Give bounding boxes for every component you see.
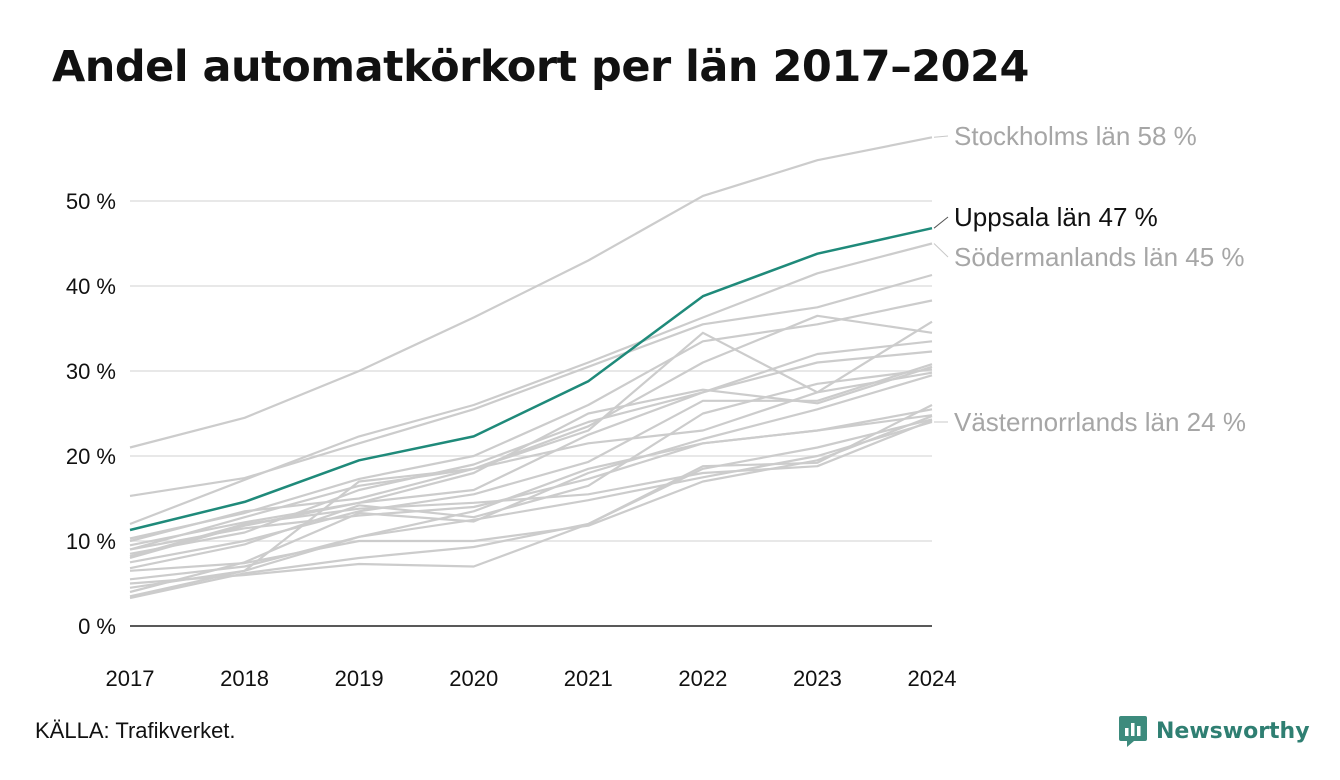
brand[interactable]: Newsworthy xyxy=(1118,714,1310,748)
series-line xyxy=(129,415,933,572)
series-line xyxy=(129,368,933,570)
y-tick-label: 0 % xyxy=(78,614,116,639)
series-line xyxy=(129,414,933,551)
newsworthy-logo-icon xyxy=(1119,716,1147,747)
series-direct-label: Västernorrlands län 24 % xyxy=(954,407,1246,437)
series-direct-label: Södermanlands län 45 % xyxy=(954,242,1245,272)
x-tick-label: 2023 xyxy=(793,666,842,691)
x-tick-label: 2022 xyxy=(678,666,727,691)
series-direct-label: Stockholms län 58 % xyxy=(954,121,1197,151)
series-line xyxy=(129,350,933,547)
brand-name: Newsworthy xyxy=(1156,718,1310,744)
x-tick-label: 2017 xyxy=(106,666,155,691)
label-leader-line xyxy=(933,243,949,258)
series-line-highlight xyxy=(129,226,933,532)
y-axis-tick-labels: 0 % 10 % 20 % 30 % 40 % 50 % xyxy=(66,189,116,639)
series-line xyxy=(129,320,933,551)
y-tick-label: 50 % xyxy=(66,189,116,214)
x-tick-label: 2024 xyxy=(908,666,957,691)
series-line xyxy=(129,419,933,558)
y-tick-label: 10 % xyxy=(66,529,116,554)
direct-labels: Stockholms län 58 % Uppsala län 47 % Söder… xyxy=(933,121,1246,437)
series-line xyxy=(129,408,933,598)
series-line xyxy=(129,314,933,543)
x-tick-label: 2019 xyxy=(335,666,384,691)
y-tick-label: 30 % xyxy=(66,359,116,384)
y-tick-label: 20 % xyxy=(66,444,116,469)
highlighted-series-line xyxy=(129,226,933,532)
series-line xyxy=(129,420,933,581)
y-tick-label: 40 % xyxy=(66,274,116,299)
series-line xyxy=(129,371,933,589)
x-tick-label: 2020 xyxy=(449,666,498,691)
muted-series-lines xyxy=(129,136,933,600)
x-tick-label: 2021 xyxy=(564,666,613,691)
chart-title: Andel automatkörkort per län 2017–2024 xyxy=(52,42,1029,92)
label-leader-line xyxy=(933,216,949,229)
source-note: KÄLLA: Trafikverket. xyxy=(35,718,236,743)
x-axis-tick-labels: 2017 2018 2019 2020 2021 2022 2023 2024 xyxy=(106,666,957,691)
series-line xyxy=(129,273,933,497)
series-direct-label: Uppsala län 47 % xyxy=(954,202,1158,232)
series-line xyxy=(129,374,933,594)
label-leader-line xyxy=(933,135,949,138)
series-line xyxy=(129,136,933,449)
series-line xyxy=(129,418,933,600)
series-line xyxy=(129,363,933,564)
x-tick-label: 2018 xyxy=(220,666,269,691)
series-line xyxy=(129,299,933,540)
